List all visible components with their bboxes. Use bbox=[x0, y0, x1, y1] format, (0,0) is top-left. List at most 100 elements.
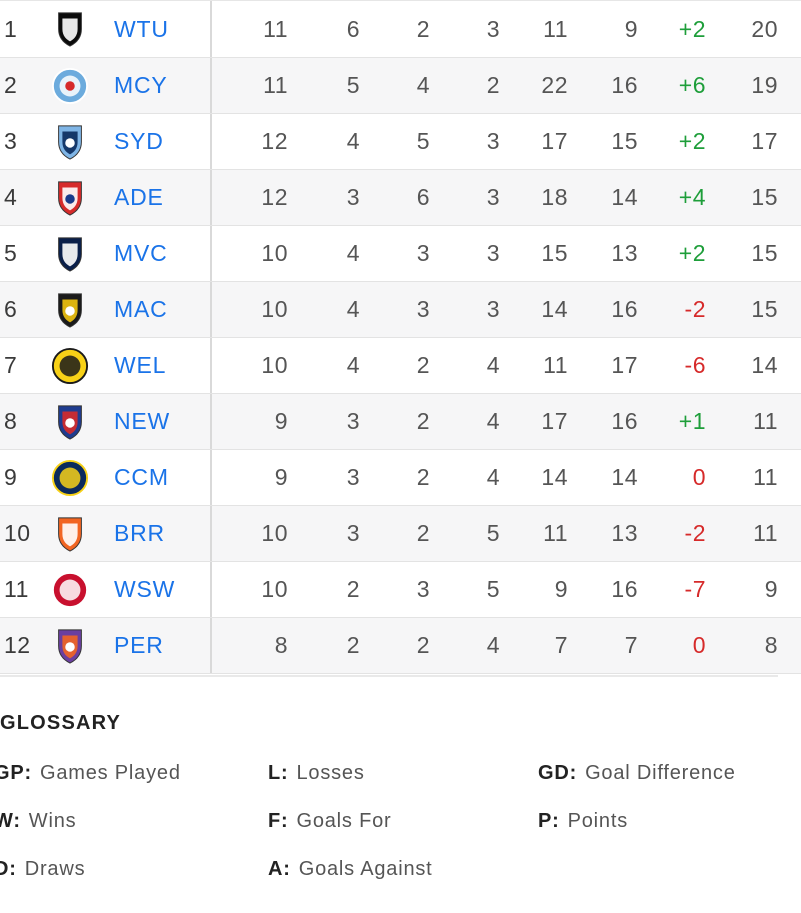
f-cell: 11 bbox=[543, 520, 568, 546]
l-cell: 3 bbox=[486, 184, 500, 210]
table-row: 4 ADE 12 3 6 3 18 14 +4 15 bbox=[0, 170, 801, 226]
table-bottom-divider bbox=[0, 675, 778, 677]
f-cell: 7 bbox=[554, 632, 568, 658]
team-link[interactable]: MCY bbox=[114, 72, 168, 98]
w-cell: 2 bbox=[346, 632, 360, 658]
a-cell: 7 bbox=[624, 632, 638, 658]
glossary-item-d: D: Draws bbox=[0, 858, 85, 881]
f-cell: 17 bbox=[541, 128, 568, 154]
column-divider bbox=[210, 338, 212, 393]
f-cell: 15 bbox=[541, 240, 568, 266]
d-cell: 4 bbox=[416, 72, 430, 98]
a-cell: 15 bbox=[611, 128, 638, 154]
column-divider bbox=[210, 562, 212, 617]
p-cell: 14 bbox=[751, 352, 778, 378]
table-row: 12 PER 8 2 2 4 7 7 0 8 bbox=[0, 618, 801, 674]
l-cell: 4 bbox=[486, 632, 500, 658]
gd-cell: 0 bbox=[692, 632, 706, 658]
gp-cell: 12 bbox=[261, 184, 288, 210]
brisbane-roar-crest-icon[interactable] bbox=[50, 506, 90, 561]
column-divider bbox=[210, 58, 212, 113]
rank-cell: 3 bbox=[4, 128, 18, 154]
gd-cell: -7 bbox=[684, 576, 706, 602]
team-link[interactable]: MVC bbox=[114, 240, 168, 266]
team-link[interactable]: NEW bbox=[114, 408, 171, 434]
rank-cell: 4 bbox=[4, 184, 18, 210]
newcastle-jets-crest-icon[interactable] bbox=[50, 394, 90, 449]
glossary-key: W: bbox=[0, 810, 21, 832]
d-cell: 3 bbox=[416, 296, 430, 322]
l-cell: 3 bbox=[486, 128, 500, 154]
gp-cell: 9 bbox=[274, 464, 288, 490]
glossary-label: Wins bbox=[28, 810, 77, 832]
gd-cell: +1 bbox=[678, 408, 706, 434]
wellington-phoenix-crest-icon[interactable] bbox=[50, 338, 90, 393]
table-row: 6 MAC 10 4 3 3 14 16 -2 15 bbox=[0, 282, 801, 338]
rank-cell: 6 bbox=[4, 296, 18, 322]
team-link[interactable]: BRR bbox=[114, 520, 165, 546]
l-cell: 5 bbox=[486, 576, 500, 602]
team-link[interactable]: PER bbox=[114, 632, 164, 658]
western-sydney-wanderers-crest-icon[interactable] bbox=[50, 562, 90, 617]
rank-cell: 11 bbox=[4, 576, 29, 602]
team-link[interactable]: ADE bbox=[114, 184, 164, 210]
glossary-key: F: bbox=[268, 810, 289, 832]
team-link[interactable]: SYD bbox=[114, 128, 164, 154]
a-cell: 14 bbox=[611, 464, 638, 490]
rank-cell: 9 bbox=[4, 464, 18, 490]
glossary-label: Goals For bbox=[296, 810, 392, 832]
d-cell: 6 bbox=[416, 184, 430, 210]
melbourne-city-crest-icon[interactable] bbox=[50, 58, 90, 113]
sydney-fc-crest-icon[interactable] bbox=[50, 114, 90, 169]
gd-cell: -6 bbox=[684, 352, 706, 378]
team-link[interactable]: WSW bbox=[114, 576, 176, 602]
glossary-item-l: L: Losses bbox=[268, 762, 365, 785]
f-cell: 18 bbox=[541, 184, 568, 210]
gp-cell: 10 bbox=[261, 240, 288, 266]
column-divider bbox=[210, 450, 212, 505]
column-divider bbox=[210, 506, 212, 561]
l-cell: 3 bbox=[486, 240, 500, 266]
glossary-key: GD: bbox=[538, 762, 578, 784]
central-coast-mariners-crest-icon[interactable] bbox=[50, 450, 90, 505]
p-cell: 9 bbox=[764, 576, 778, 602]
gd-cell: -2 bbox=[684, 520, 706, 546]
p-cell: 20 bbox=[751, 15, 778, 42]
column-divider bbox=[210, 226, 212, 281]
gp-cell: 10 bbox=[261, 520, 288, 546]
d-cell: 3 bbox=[416, 576, 430, 602]
p-cell: 11 bbox=[753, 520, 778, 546]
a-cell: 16 bbox=[611, 296, 638, 322]
glossary-item-p: P: Points bbox=[538, 810, 628, 833]
gp-cell: 10 bbox=[261, 352, 288, 378]
team-link[interactable]: WTU bbox=[114, 15, 169, 42]
team-link[interactable]: WEL bbox=[114, 352, 167, 378]
gp-cell: 10 bbox=[261, 296, 288, 322]
a-cell: 16 bbox=[611, 72, 638, 98]
w-cell: 4 bbox=[346, 296, 360, 322]
gd-cell: 0 bbox=[692, 464, 706, 490]
adelaide-united-crest-icon[interactable] bbox=[50, 170, 90, 225]
l-cell: 4 bbox=[486, 352, 500, 378]
macarthur-fc-crest-icon[interactable] bbox=[50, 282, 90, 337]
rank-cell: 7 bbox=[4, 352, 18, 378]
melbourne-victory-crest-icon[interactable] bbox=[50, 226, 90, 281]
perth-glory-crest-icon[interactable] bbox=[50, 618, 90, 673]
western-united-crest-icon[interactable] bbox=[50, 1, 90, 57]
column-divider bbox=[210, 282, 212, 337]
p-cell: 15 bbox=[751, 296, 778, 322]
team-link[interactable]: CCM bbox=[114, 464, 169, 490]
team-link[interactable]: MAC bbox=[114, 296, 168, 322]
a-cell: 9 bbox=[624, 15, 638, 42]
glossary-key: L: bbox=[268, 762, 289, 784]
w-cell: 4 bbox=[346, 240, 360, 266]
w-cell: 5 bbox=[346, 72, 360, 98]
d-cell: 2 bbox=[416, 632, 430, 658]
rank-cell: 5 bbox=[4, 240, 18, 266]
glossary-key: D: bbox=[0, 858, 17, 880]
gd-cell: +4 bbox=[678, 184, 706, 210]
a-cell: 16 bbox=[611, 576, 638, 602]
p-cell: 15 bbox=[751, 240, 778, 266]
table-row: 5 MVC 10 4 3 3 15 13 +2 15 bbox=[0, 226, 801, 282]
l-cell: 3 bbox=[486, 296, 500, 322]
